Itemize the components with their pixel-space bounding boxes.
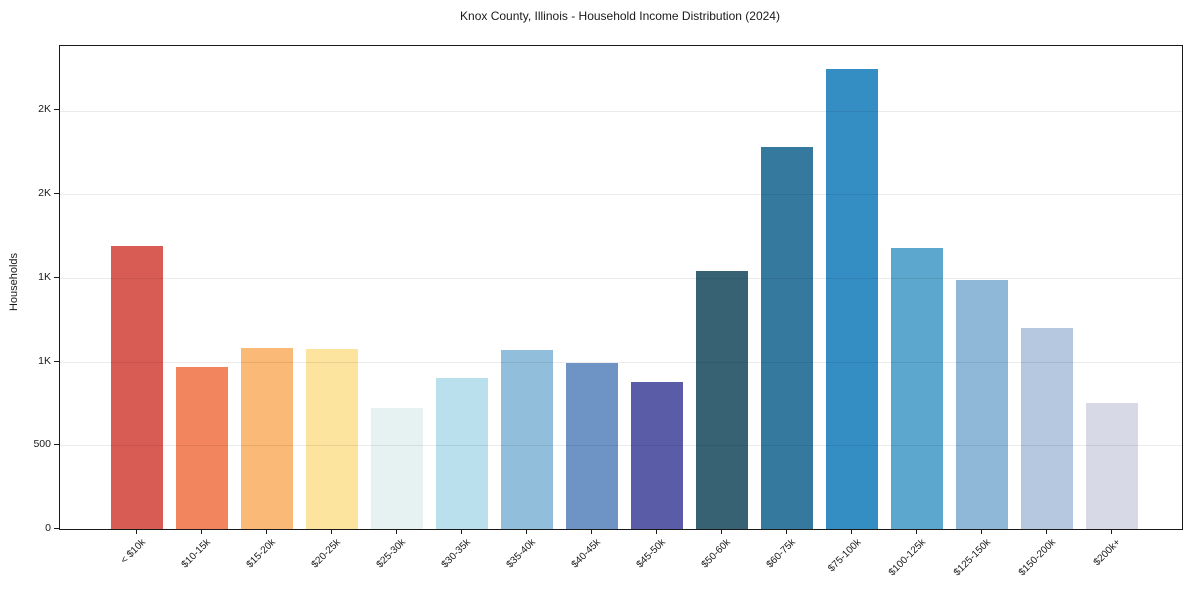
y-tick-label: 1K — [38, 354, 51, 367]
y-tick-mark — [54, 276, 59, 278]
x-tick-label: $35-40k — [504, 537, 539, 571]
x-tick-mark — [460, 529, 462, 534]
gridline — [60, 361, 1182, 363]
y-tick-mark — [54, 528, 59, 529]
bar-$50-60k — [695, 271, 748, 529]
bar-$35-40k — [500, 349, 553, 529]
x-tick-mark — [590, 529, 592, 534]
x-tick-mark — [1045, 529, 1047, 534]
y-tick-mark — [54, 193, 59, 195]
x-tick-label: $10-15k — [179, 537, 214, 571]
x-tick-label: $20-25k — [309, 537, 344, 571]
bar-$125-150k — [955, 279, 1008, 529]
bar-$15-20k — [240, 348, 293, 529]
gridline — [60, 277, 1182, 279]
y-tick-mark — [54, 109, 59, 111]
bar-$45-50k — [630, 381, 683, 529]
bar-$25-30k — [370, 407, 423, 529]
x-tick-mark — [915, 529, 917, 534]
y-tick-label: 2K — [38, 187, 51, 200]
bar-$40-45k — [565, 363, 618, 529]
gridline — [60, 445, 1182, 447]
bar-$100-125k — [890, 247, 943, 529]
bar-< $10k — [110, 246, 163, 529]
x-tick-label: $125-150k — [952, 537, 994, 579]
y-tick-label: 500 — [33, 438, 51, 451]
x-tick-mark — [135, 529, 137, 534]
bar-$30-35k — [435, 377, 488, 529]
x-tick-mark — [330, 529, 332, 534]
x-tick-label: $45-50k — [634, 537, 669, 571]
y-tick-label: 0 — [45, 522, 51, 534]
x-tick-label: $100-125k — [887, 537, 929, 579]
y-axis-label: Households — [8, 252, 20, 312]
x-tick-mark — [850, 529, 852, 534]
x-tick-mark — [655, 529, 657, 534]
x-tick-label: $30-35k — [439, 537, 474, 571]
bar-$75-100k — [825, 68, 878, 529]
y-tick-mark — [54, 444, 59, 446]
x-tick-label: < $10k — [119, 537, 149, 567]
x-tick-label: $150-200k — [1017, 537, 1059, 579]
y-tick-label: 1K — [38, 270, 51, 283]
x-tick-label: $200k+ — [1092, 537, 1124, 569]
x-tick-mark — [720, 529, 722, 534]
x-tick-mark — [525, 529, 527, 534]
plot-area — [59, 45, 1183, 530]
bar-$200k+ — [1085, 403, 1138, 529]
bar-$60-75k — [760, 146, 813, 529]
gridline — [60, 194, 1182, 196]
bar-$150-200k — [1020, 328, 1073, 529]
bar-$20-25k — [305, 349, 358, 529]
x-tick-mark — [395, 529, 397, 534]
y-tick-mark — [54, 360, 59, 362]
bar-$10-15k — [175, 367, 228, 529]
gridline — [60, 110, 1182, 112]
x-tick-mark — [1110, 529, 1112, 534]
x-tick-label: $50-60k — [699, 537, 734, 571]
y-tick-label: 2K — [38, 103, 51, 116]
x-tick-mark — [265, 529, 267, 534]
x-tick-label: $40-45k — [569, 537, 604, 571]
x-tick-label: $60-75k — [764, 537, 799, 571]
x-tick-label: $15-20k — [244, 537, 279, 571]
x-tick-label: $25-30k — [374, 537, 409, 571]
x-tick-mark — [980, 529, 982, 534]
chart-title: Knox County, Illinois - Household Income… — [460, 9, 780, 23]
x-tick-mark — [785, 529, 787, 534]
x-tick-label: $75-100k — [826, 537, 864, 575]
x-tick-mark — [200, 529, 202, 534]
